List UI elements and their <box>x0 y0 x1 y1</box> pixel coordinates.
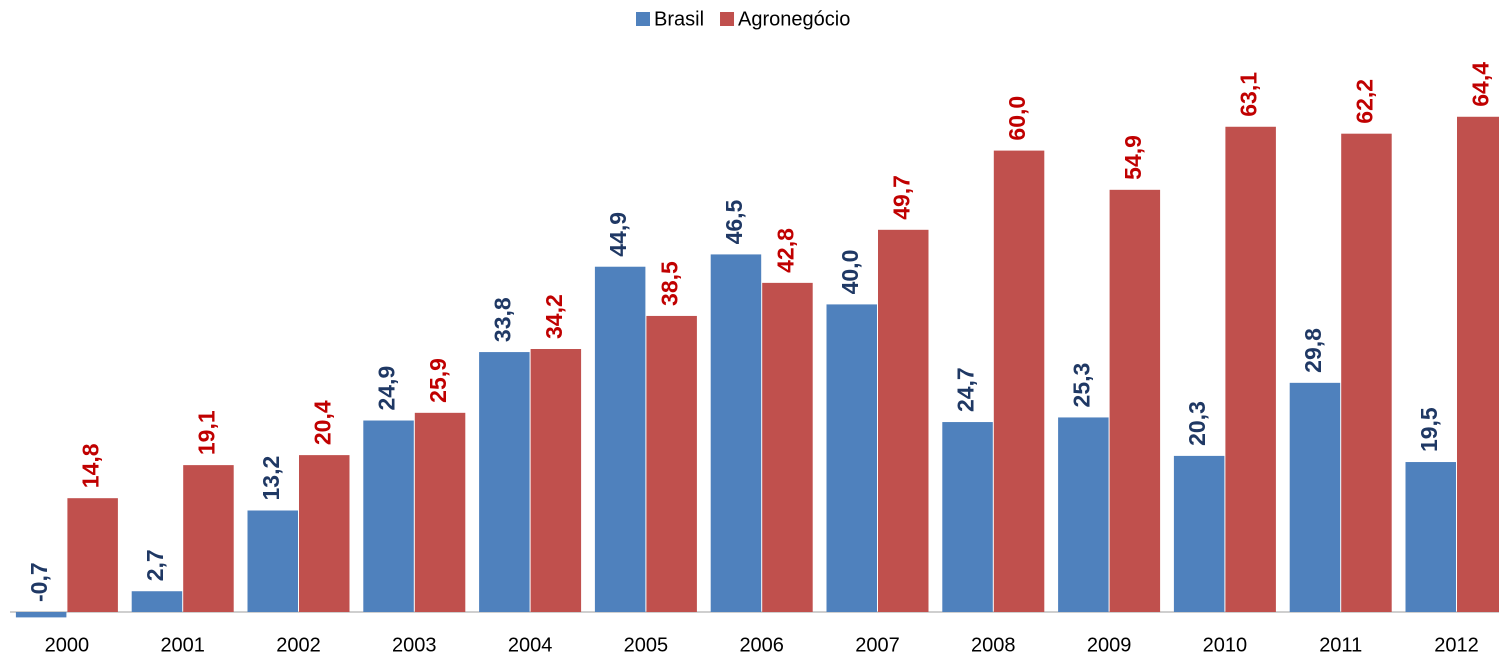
bar <box>299 455 350 612</box>
bar <box>247 510 298 612</box>
value-label: 40,0 <box>837 250 863 295</box>
x-tick-label: 2005 <box>624 634 669 656</box>
legend-swatch <box>636 12 650 26</box>
x-tick-label: 2011 <box>1319 634 1362 656</box>
value-label: 49,7 <box>888 175 914 220</box>
bar <box>1289 382 1341 612</box>
value-label: 44,9 <box>605 212 631 257</box>
value-label: 46,5 <box>721 199 747 244</box>
value-label: 54,9 <box>1120 135 1146 180</box>
value-label: 60,0 <box>1004 96 1030 141</box>
bar <box>826 304 877 612</box>
value-label: 34,2 <box>541 294 567 339</box>
bar <box>15 612 67 618</box>
bar <box>1457 116 1499 612</box>
value-label: 42,8 <box>773 228 799 273</box>
value-label: 62,2 <box>1352 79 1378 124</box>
legend-label: Agronegócio <box>738 8 850 30</box>
x-tick-label: 2008 <box>971 634 1016 656</box>
value-label: 20,3 <box>1184 401 1210 446</box>
value-label: 63,1 <box>1236 72 1262 117</box>
bar <box>414 412 466 612</box>
x-tick-label: 2004 <box>508 634 553 656</box>
value-label: 13,2 <box>258 456 284 501</box>
value-label: 25,3 <box>1068 363 1094 408</box>
x-tick-label: 2003 <box>392 634 437 656</box>
bar <box>942 422 993 612</box>
bar <box>1405 462 1456 612</box>
bar <box>646 315 697 612</box>
x-tick-label: 2001 <box>160 634 205 656</box>
bar <box>993 150 1045 612</box>
bar <box>363 420 414 612</box>
legend-swatch <box>720 12 735 26</box>
bar <box>1225 126 1276 613</box>
legend-label: Brasil <box>654 8 704 30</box>
x-tick-label: 2002 <box>276 634 321 656</box>
bar <box>67 498 118 612</box>
bar <box>1341 133 1392 612</box>
value-label: 29,8 <box>1300 328 1326 373</box>
bar <box>762 282 813 612</box>
x-tick-label: 2000 <box>45 634 90 656</box>
bar <box>1109 189 1161 612</box>
bar <box>479 352 530 612</box>
bar <box>530 349 582 612</box>
value-label: 19,5 <box>1416 407 1442 452</box>
bar <box>131 591 183 612</box>
x-tick-label: 2012 <box>1434 634 1479 656</box>
x-tick-label: 2009 <box>1087 634 1132 656</box>
bar <box>878 229 929 612</box>
value-label: 24,7 <box>953 367 979 412</box>
bar <box>1173 455 1225 612</box>
x-tick-label: 2006 <box>739 634 784 656</box>
bar <box>183 465 234 612</box>
value-label: 19,1 <box>194 410 220 455</box>
value-label: 64,4 <box>1467 62 1493 107</box>
value-label: 14,8 <box>78 443 104 488</box>
value-label: 38,5 <box>657 261 683 306</box>
value-label: 24,9 <box>374 366 400 411</box>
x-tick-label: 2010 <box>1203 634 1248 656</box>
value-label: -0,7 <box>26 562 52 602</box>
x-tick-label: 2007 <box>855 634 900 656</box>
bar <box>710 254 762 613</box>
bar <box>1058 417 1109 612</box>
bar <box>594 266 646 612</box>
value-label: 25,9 <box>425 358 451 403</box>
value-label: 2,7 <box>142 549 168 581</box>
value-label: 33,8 <box>489 297 515 342</box>
value-label: 20,4 <box>309 400 335 445</box>
